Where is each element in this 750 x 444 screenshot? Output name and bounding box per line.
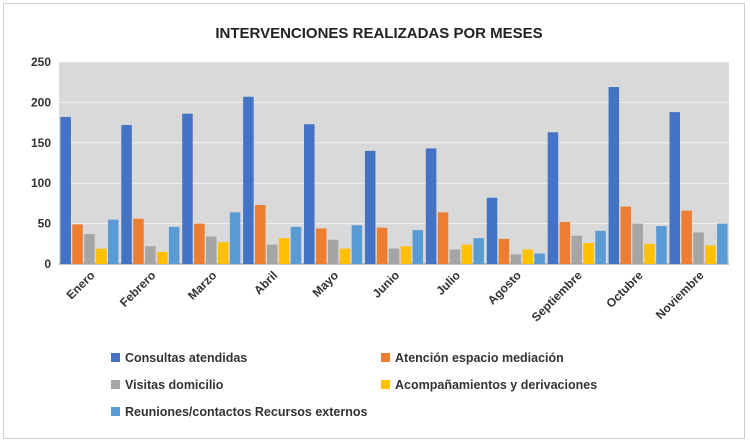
bar [559, 221, 571, 264]
x-tick-label: Abril [251, 268, 280, 297]
bar [547, 132, 559, 264]
bar [583, 242, 594, 264]
bar [473, 238, 484, 264]
bar [243, 96, 254, 264]
bar [608, 87, 620, 264]
legend-label: Visitas domicilio [125, 378, 224, 392]
x-tick-label: Febrero [117, 268, 158, 309]
legend-swatch [381, 380, 390, 389]
bar [656, 226, 667, 264]
legend: Consultas atendidas Atención espacio medi… [111, 351, 597, 419]
legend-item: Consultas atendidas [111, 351, 247, 365]
bar [486, 197, 498, 264]
bar [133, 218, 144, 264]
x-tick-label: Julio [433, 268, 463, 298]
legend-swatch [111, 407, 120, 416]
chart-svg: INTERVENCIONES REALIZADAS POR MESES 0 50 1… [31, 25, 729, 419]
bar [327, 239, 339, 264]
bar [449, 249, 461, 264]
bar [534, 253, 545, 264]
bar [194, 223, 205, 264]
bar [376, 227, 388, 264]
bar [632, 223, 643, 264]
legend-label: Acompañamientos y derivaciones [395, 378, 597, 392]
y-tick-label: 0 [44, 257, 51, 271]
bar [681, 210, 692, 264]
y-tick-label: 100 [31, 176, 51, 190]
bar [229, 212, 241, 264]
bar [498, 238, 510, 264]
legend-swatch [111, 353, 120, 362]
y-tick-label: 50 [38, 217, 52, 231]
bar [290, 226, 302, 264]
x-tick-label: Octubre [603, 268, 646, 311]
bar [644, 243, 655, 264]
bar [108, 219, 119, 264]
x-tick-label: Enero [64, 268, 98, 302]
bar [96, 248, 107, 264]
bar [400, 246, 412, 264]
bar [266, 244, 278, 264]
bar [461, 244, 473, 264]
bar [388, 248, 400, 264]
bar [705, 245, 716, 264]
bar [168, 226, 180, 264]
bar [121, 125, 132, 264]
y-tick-label: 200 [31, 95, 51, 109]
x-tick-label: Agosto [485, 268, 524, 307]
bar [522, 249, 533, 264]
x-tick-label: Septiembre [529, 268, 585, 324]
chart-frame: INTERVENCIONES REALIZADAS POR MESES 0 50 1… [3, 3, 745, 439]
x-tick-label: Marzo [185, 268, 219, 302]
legend-label: Atención espacio mediación [395, 351, 564, 365]
bar [278, 238, 290, 264]
bar [571, 235, 582, 264]
bar [157, 251, 168, 264]
legend-item: Visitas domicilio [111, 378, 224, 392]
chart-title: INTERVENCIONES REALIZADAS POR MESES [215, 25, 542, 42]
legend-label: Consultas atendidas [125, 351, 247, 365]
bar [364, 150, 376, 264]
bar [84, 234, 95, 264]
bar [717, 223, 728, 264]
bar [412, 230, 424, 264]
bar [145, 246, 156, 264]
y-tick-label: 150 [31, 136, 51, 150]
legend-swatch [111, 380, 120, 389]
bar [669, 112, 680, 264]
legend-swatch [381, 353, 390, 362]
bar [182, 113, 193, 264]
bar [255, 205, 266, 264]
bar [620, 206, 631, 264]
bar [217, 242, 229, 264]
bar [351, 225, 363, 264]
bar [304, 124, 315, 264]
bar [72, 224, 83, 264]
bar [315, 228, 327, 264]
bar [510, 254, 522, 264]
legend-item: Reuniones/contactos Recursos externos [111, 405, 367, 419]
bar [425, 148, 437, 264]
x-tick-label: Mayo [310, 268, 342, 300]
x-tick-label: Junio [370, 268, 403, 301]
x-tick-label: Noviembre [653, 268, 707, 322]
legend-label: Reuniones/contactos Recursos externos [125, 405, 367, 419]
plot-area: 0 50 100 150 200 250 Enero Febrero Marzo Abril May… [31, 55, 729, 324]
y-tick-label: 250 [31, 55, 51, 69]
legend-item: Atención espacio mediación [381, 351, 564, 365]
bar [206, 236, 217, 264]
legend-item: Acompañamientos y derivaciones [381, 378, 597, 392]
bar [437, 212, 449, 264]
bar [693, 232, 704, 264]
bar [60, 116, 71, 264]
bar [339, 248, 351, 264]
bar [595, 230, 606, 264]
